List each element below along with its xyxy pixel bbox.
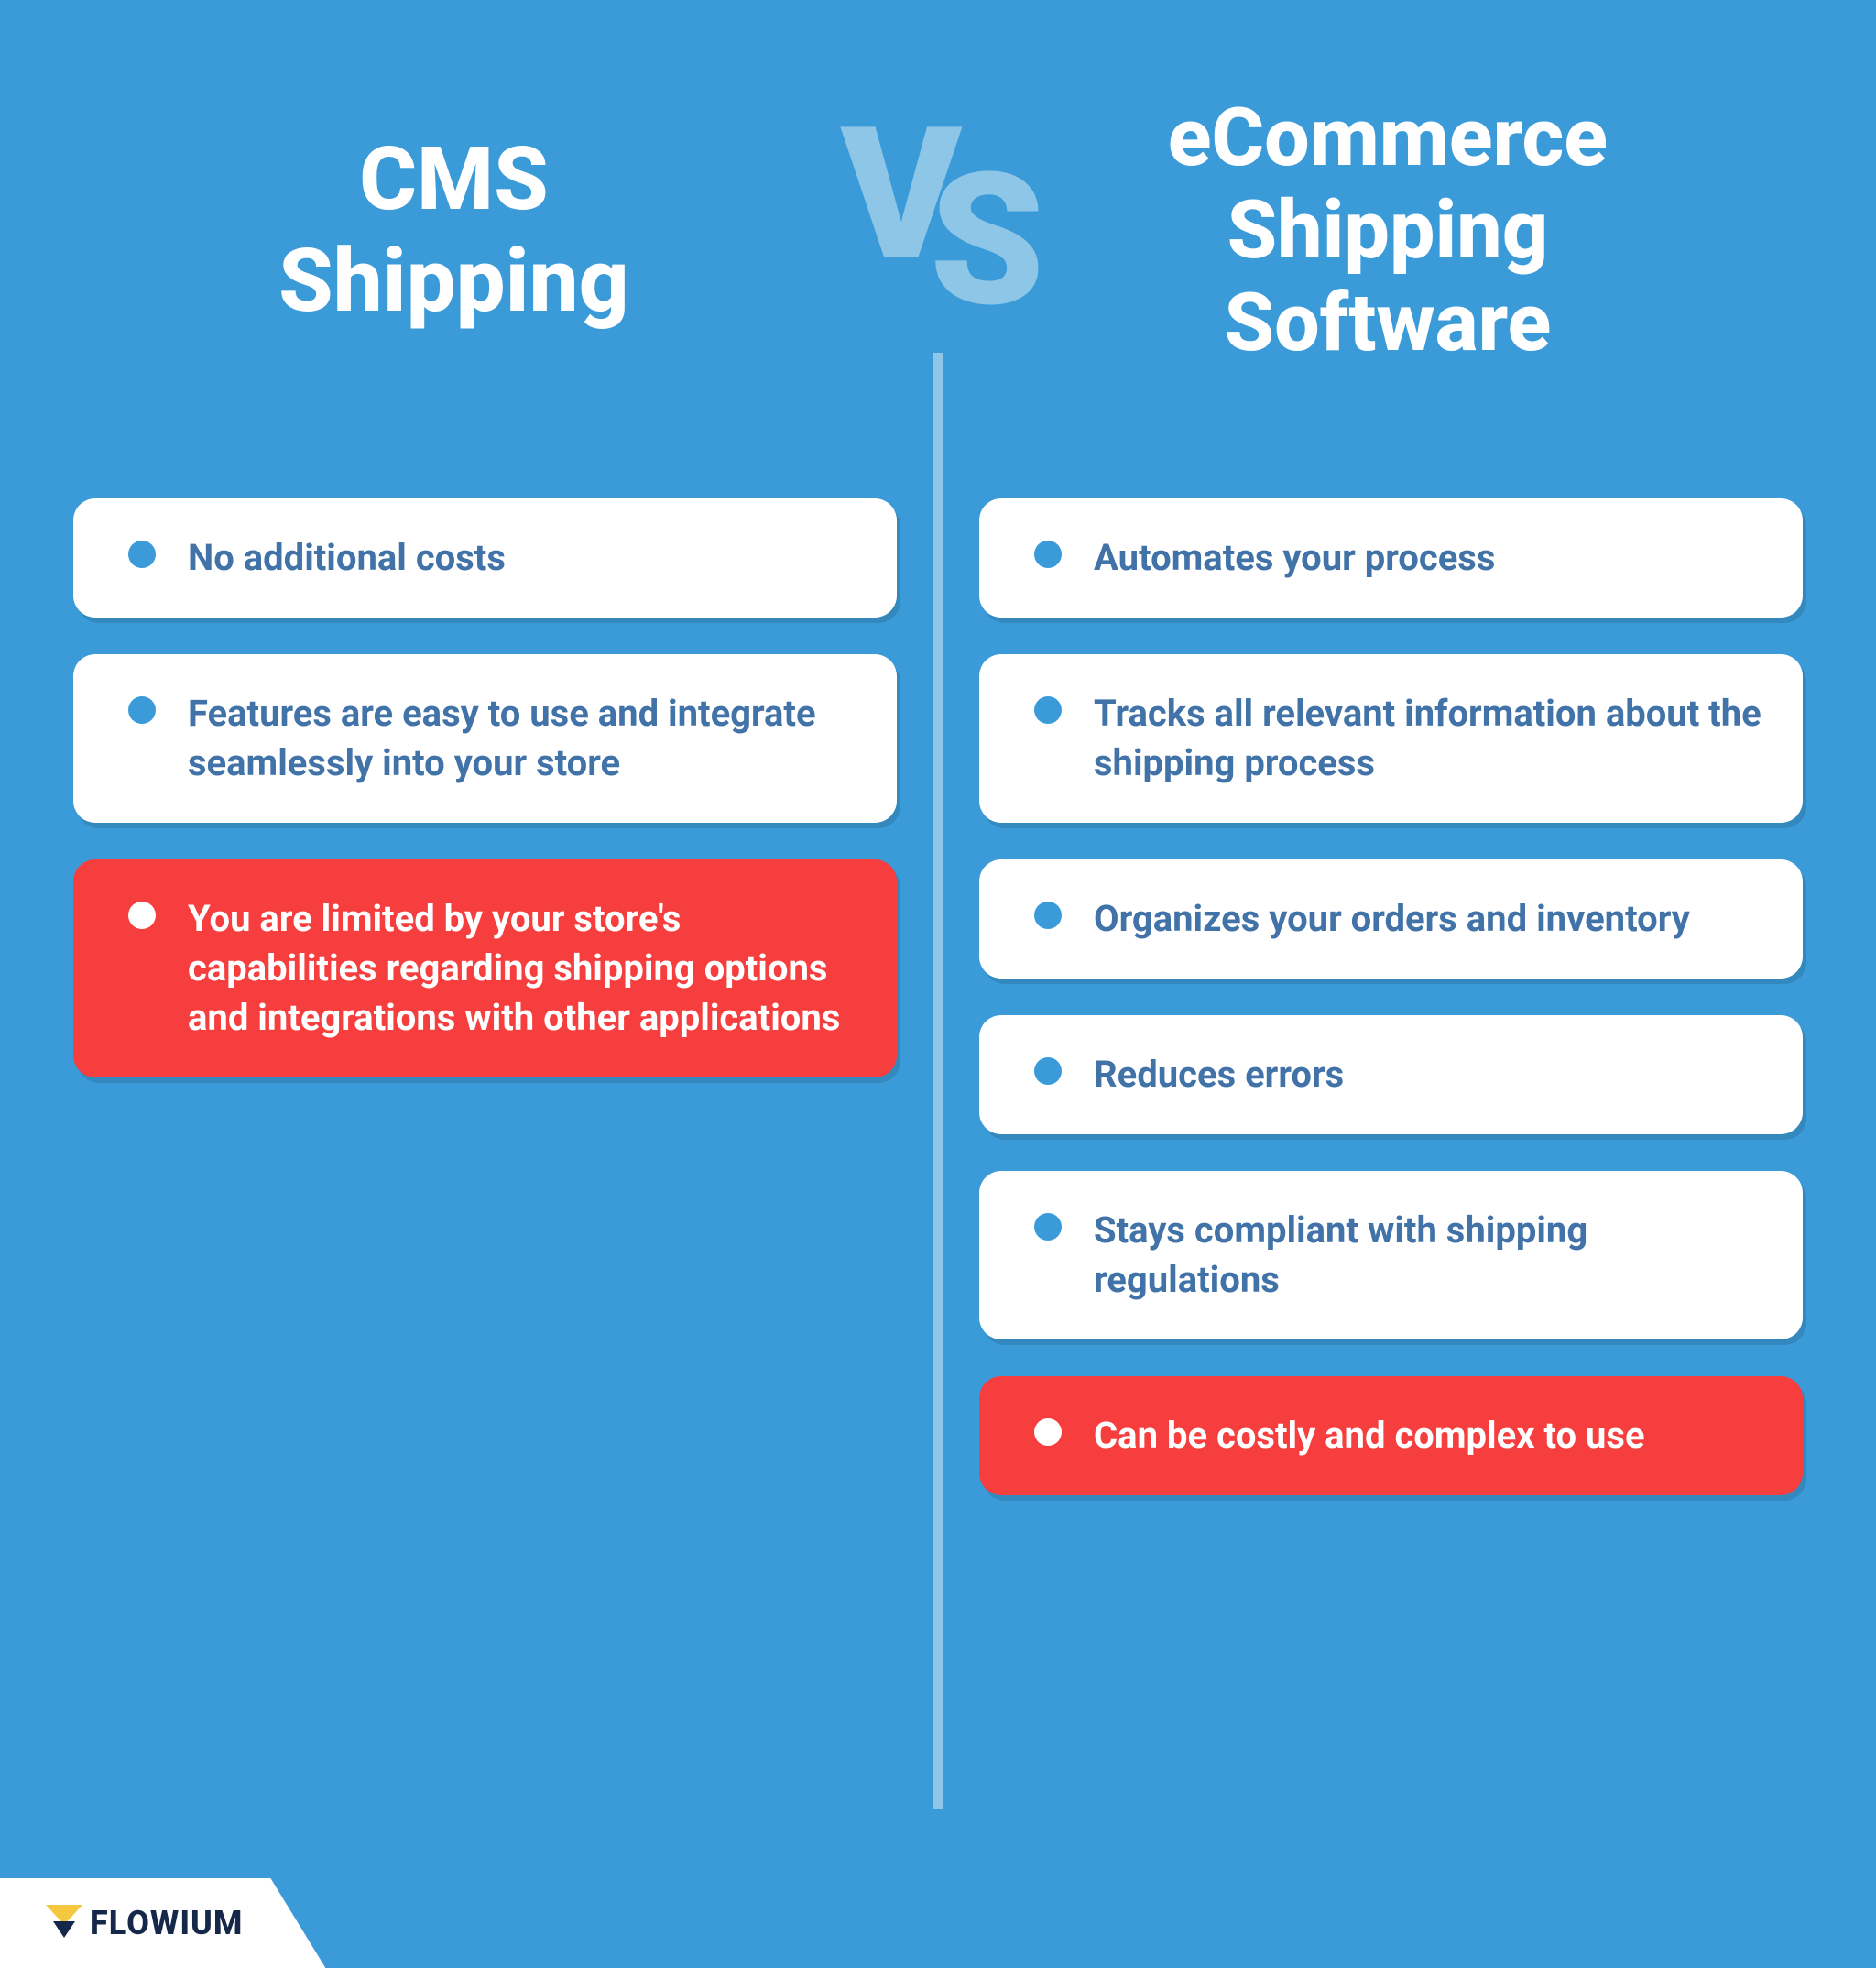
- card-text: Automates your process: [1094, 533, 1495, 583]
- bullet-icon: [1034, 1057, 1062, 1085]
- right-title-line2: Shipping: [1227, 183, 1549, 278]
- left-card-negative: You are limited by your store's capabili…: [73, 859, 897, 1077]
- header: CMS Shipping VS eCommerce Shipping Softw…: [73, 92, 1803, 370]
- left-card: Features are easy to use and integrate s…: [73, 654, 897, 823]
- right-column: Automates your process Tracks all releva…: [979, 498, 1803, 1495]
- card-text: Reduces errors: [1094, 1050, 1344, 1099]
- bullet-icon: [1034, 1213, 1062, 1241]
- logo-text: FLOWIUM: [90, 1904, 243, 1942]
- card-text: You are limited by your store's capabili…: [188, 894, 856, 1043]
- right-card: Organizes your orders and inventory: [979, 859, 1803, 979]
- bullet-icon: [1034, 696, 1062, 724]
- card-text: Stays compliant with shipping regulation…: [1094, 1206, 1761, 1305]
- right-title: eCommerce Shipping Software: [973, 92, 1803, 370]
- right-card: Automates your process: [979, 498, 1803, 618]
- left-title: CMS Shipping: [73, 129, 834, 332]
- right-card: Reduces errors: [979, 1015, 1803, 1134]
- right-card: Tracks all relevant information about th…: [979, 654, 1803, 823]
- bullet-icon: [128, 541, 156, 568]
- card-text: Can be costly and complex to use: [1094, 1411, 1645, 1460]
- left-column: No additional costs Features are easy to…: [73, 498, 897, 1495]
- card-text: Tracks all relevant information about th…: [1094, 689, 1761, 788]
- right-title-line3: Software: [1224, 276, 1551, 370]
- card-text: Organizes your orders and inventory: [1094, 894, 1690, 944]
- card-text: No additional costs: [188, 533, 506, 583]
- logo-container: FLOWIUM: [0, 1878, 325, 1968]
- columns-wrapper: No additional costs Features are easy to…: [73, 498, 1803, 1495]
- bullet-icon: [128, 696, 156, 724]
- infographic-container: CMS Shipping VS eCommerce Shipping Softw…: [0, 0, 1876, 1968]
- bullet-icon: [128, 902, 156, 929]
- right-card: Stays compliant with shipping regulation…: [979, 1171, 1803, 1339]
- left-title-line1: CMS: [359, 128, 549, 231]
- left-title-line2: Shipping: [278, 230, 629, 333]
- right-title-line1: eCommerce: [1168, 91, 1608, 185]
- bullet-icon: [1034, 541, 1062, 568]
- card-text: Features are easy to use and integrate s…: [188, 689, 856, 788]
- left-card: No additional costs: [73, 498, 897, 618]
- vs-label: VS: [841, 87, 1035, 302]
- right-card-negative: Can be costly and complex to use: [979, 1376, 1803, 1495]
- bullet-icon: [1034, 1418, 1062, 1446]
- logo-icon: [46, 1905, 82, 1941]
- bullet-icon: [1034, 902, 1062, 929]
